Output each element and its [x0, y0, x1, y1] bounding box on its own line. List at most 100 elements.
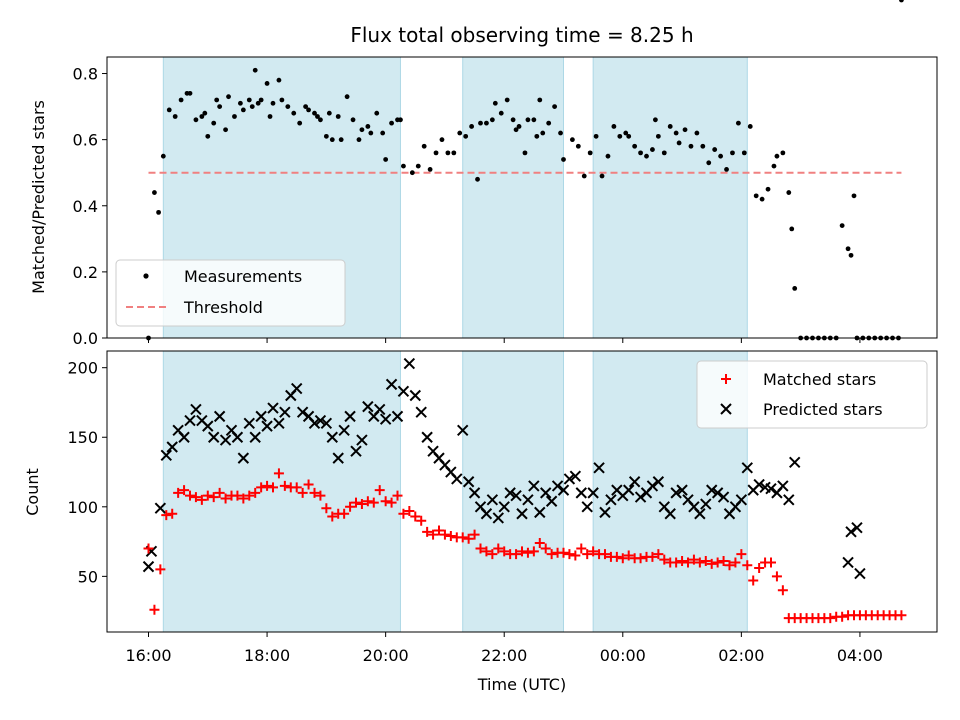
matched-star-point [439, 529, 450, 540]
predicted-star-point [510, 489, 522, 502]
predicted-star-point [842, 556, 854, 569]
matched-star-point [481, 546, 492, 557]
measurement-point [350, 117, 356, 123]
predicted-star-point [783, 494, 795, 506]
measurement-point [344, 94, 350, 100]
y-tick-label: 0.6 [73, 131, 98, 150]
measurement-point [774, 153, 780, 159]
top-axes-frame [106, 56, 938, 339]
measurement-point [851, 193, 857, 199]
measurement-point [498, 110, 504, 116]
measurement-point [605, 153, 611, 159]
matched-star-point [398, 508, 409, 519]
predicted-star-point [332, 452, 344, 464]
matched-star-point [748, 575, 759, 586]
matched-star-point [683, 557, 693, 568]
y-tick-label: 100 [67, 498, 98, 517]
matched-star-point [635, 553, 646, 564]
matched-star-point [196, 494, 207, 505]
ratio-panel: 0.00.20.40.60.8 Matched/Predicted stars … [29, 0, 938, 348]
predicted-star-point [845, 526, 857, 538]
predicted-star-point [854, 567, 866, 580]
measurement-point [712, 147, 718, 152]
measurement-point [516, 124, 522, 129]
predicted-star-point [403, 357, 416, 370]
measurement-point [297, 120, 303, 126]
measurement-point [160, 153, 166, 159]
measurement-point [199, 114, 205, 119]
matched-star-point [522, 547, 533, 558]
predicted-star-point [670, 487, 682, 499]
predicted-star-point [700, 498, 712, 510]
matched-star-point [700, 556, 711, 567]
matched-star-point [671, 557, 682, 568]
matched-star-point [617, 553, 628, 564]
measurement-point [166, 107, 172, 113]
matched-star-point [214, 487, 225, 498]
bottom-observing-intervals [162, 350, 748, 633]
matched-star-point [321, 503, 332, 514]
measurement-point [211, 120, 217, 126]
matched-star-point [374, 485, 385, 496]
measurement-point [569, 137, 575, 143]
measurement-point [359, 127, 365, 133]
x-tick-label: 22:00 [481, 646, 527, 665]
matched-star-point [345, 501, 356, 512]
predicted-star-point [208, 431, 220, 443]
matched-star-point [173, 487, 184, 498]
measurement-point [513, 127, 519, 133]
measurement-point [537, 97, 543, 103]
legend-predicted-label: Predicted stars [763, 400, 883, 419]
matched-star-point [190, 492, 201, 503]
predicted-star-point [534, 506, 546, 519]
top-legend: Measurements Threshold [115, 259, 346, 327]
measurement-point [383, 157, 389, 162]
measurement-point [193, 117, 199, 123]
top-y-axis-label: Matched/Predicted stars [29, 100, 48, 294]
observing-interval [162, 350, 401, 633]
measurement-point [433, 150, 439, 156]
matched-star-point [297, 487, 308, 498]
predicted-star-point [231, 431, 244, 443]
predicted-star-point [492, 512, 504, 524]
measurement-point [780, 150, 786, 156]
measurement-point [652, 117, 658, 123]
predicted-stars-points [142, 357, 866, 580]
measurement-point [644, 153, 649, 159]
measurement-point [409, 170, 415, 176]
predicted-star-point [255, 410, 267, 423]
measurement-point [249, 104, 255, 109]
observing-interval [592, 56, 748, 339]
measurement-point [270, 100, 276, 106]
predicted-star-point [741, 462, 753, 474]
measurement-point [611, 124, 617, 129]
y-tick-label: 0.8 [73, 65, 98, 84]
measurement-point [655, 133, 661, 139]
matched-star-point [576, 543, 587, 554]
matched-star-point [896, 610, 907, 621]
matched-star-point [724, 560, 735, 571]
predicted-star-point [711, 487, 724, 499]
measurement-point [226, 94, 231, 100]
matched-star-point [475, 543, 486, 554]
predicted-star-point [374, 403, 386, 416]
matched-stars-points [143, 468, 907, 624]
measurement-point [682, 127, 688, 133]
predicted-star-point [326, 431, 338, 443]
measurement-point [478, 120, 483, 126]
measurement-point [718, 153, 724, 159]
bottom-legend: Matched stars Predicted stars [696, 360, 928, 429]
matched-star-point [487, 549, 498, 560]
measurement-point [276, 77, 282, 83]
matched-star-point [688, 554, 699, 565]
measurement-point [415, 163, 421, 169]
predicted-star-point [451, 473, 463, 485]
matched-star-point [730, 557, 741, 568]
matched-star-point [386, 497, 397, 508]
measurement-point [451, 150, 457, 156]
predicted-star-point [777, 480, 789, 492]
matched-star-point [339, 508, 350, 519]
measurement-point [561, 157, 566, 162]
matched-star-point [155, 564, 166, 575]
